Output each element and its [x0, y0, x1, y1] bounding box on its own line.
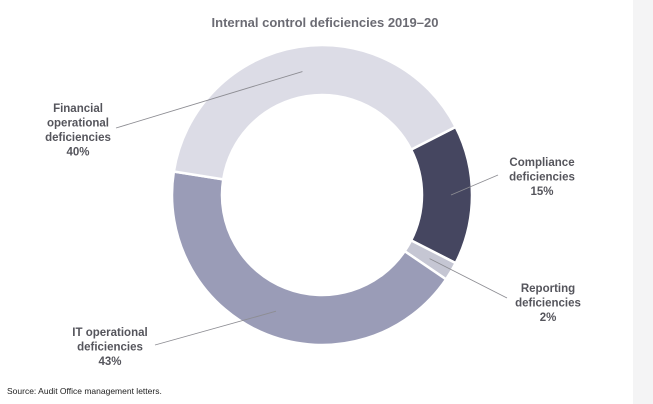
leader-line-3: [115, 71, 303, 129]
chart-title: Internal control deficiencies 2019–20: [212, 15, 439, 30]
donut-slice-0: [409, 125, 474, 265]
slice-labels: Compliance deficiencies 15% Reporting defici…: [45, 71, 581, 368]
leader-line-2: [154, 310, 277, 346]
slice-label-0: Compliance deficiencies 15%: [509, 157, 575, 198]
right-margin-strip: [633, 0, 653, 404]
donut-chart: Internal control deficiencies 2019–20 Co…: [45, 15, 581, 368]
slice-label-3: Financial operational deficiencies 40%: [45, 103, 111, 159]
donut-slice-3: [172, 43, 458, 181]
leader-line-1: [429, 258, 508, 299]
donut-slice-2: [170, 170, 448, 347]
chart-source: Source: Audit Office management letters.: [7, 386, 162, 396]
donut-slices: [170, 43, 474, 347]
leader-line-0: [450, 174, 499, 196]
slice-label-1: Reporting deficiencies 2%: [515, 283, 581, 324]
slice-label-2: IT operational deficiencies 43%: [72, 327, 147, 368]
